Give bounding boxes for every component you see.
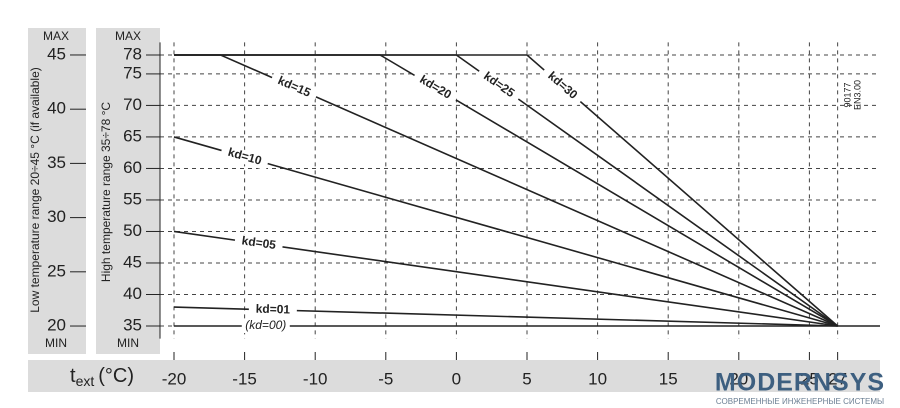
x-label-unit: (°C) [98, 365, 134, 387]
curve-label-group: kd=05 [233, 233, 284, 254]
curve [173, 230, 838, 327]
y2-tick-label: 20 [47, 316, 66, 335]
min-label: MIN [45, 336, 67, 350]
watermark-brand: MODERNSYS [715, 369, 885, 397]
y-tick-label: 35 [123, 315, 142, 334]
x-tick-label: 15 [659, 369, 678, 388]
code-label: 90177 [842, 82, 852, 107]
x-tick-label: -5 [378, 369, 393, 388]
curve [174, 54, 839, 327]
x-label-subscript: ext [76, 373, 95, 389]
label-background [233, 233, 284, 254]
y-tick-label: 70 [123, 95, 142, 114]
y-tick-label: 78 [123, 44, 142, 63]
y-tick-label: 45 [123, 252, 142, 271]
y2-tick-label: 30 [47, 207, 66, 226]
label-background [539, 64, 585, 107]
curve-label-group: (kd=00) [241, 318, 290, 333]
code-label: EN3.00 [852, 80, 862, 110]
x-axis-band [28, 360, 880, 392]
x-tick-label: -10 [303, 369, 328, 388]
y2-axis-label: Low temperature range 20÷45 °C (if avail… [28, 67, 42, 313]
max-label: MAX [115, 29, 141, 43]
y-axis-label: High temperature range 35÷78 °C [99, 102, 113, 282]
label-background [475, 65, 523, 105]
label-background [219, 143, 270, 171]
x-tick-label: 20 [729, 369, 748, 388]
label-background [269, 71, 319, 104]
y2-tick-label: 25 [47, 261, 66, 280]
y-tick-label: 75 [123, 63, 142, 82]
label-background [248, 302, 298, 318]
y-tick-label: 65 [123, 126, 142, 145]
min-label: MIN [117, 336, 139, 350]
low-axis-panel [28, 28, 86, 354]
y-tick-label: 40 [123, 284, 142, 303]
watermark-tagline: СОВРЕМЕННЫЕ ИНЖЕНЕРНЫЕ СИСТЕМЫ [716, 397, 884, 406]
y-tick-label: 50 [123, 221, 142, 240]
high-axis-panel [96, 28, 160, 354]
x-axis-label: text (°C) [70, 365, 134, 388]
y2-tick-label: 35 [47, 153, 66, 172]
curve-label-group: kd=01 [248, 302, 298, 318]
label-background [241, 318, 290, 333]
x-tick-label: 0 [452, 369, 461, 388]
label-background [411, 69, 460, 106]
plot-area [160, 42, 880, 339]
x-label-symbol: t [70, 365, 76, 387]
max-label: MAX [43, 29, 69, 43]
legend-label: kd=05 [241, 233, 277, 252]
x-tick-label: -20 [162, 369, 187, 388]
curve [173, 136, 838, 327]
y-tick-label: 60 [123, 158, 142, 177]
x-tick-label: 5 [522, 369, 531, 388]
x-tick-label: 25 [800, 369, 819, 388]
x-tick-label: 27 [828, 369, 847, 388]
legend-label: (kd=00) [245, 318, 286, 332]
y2-tick-label: 45 [47, 44, 66, 63]
y-tick-label: 55 [123, 189, 142, 208]
x-tick-label: -15 [232, 369, 257, 388]
y2-tick-label: 40 [47, 99, 66, 118]
x-tick-label: 10 [588, 369, 607, 388]
legend-label: kd=01 [255, 302, 290, 317]
